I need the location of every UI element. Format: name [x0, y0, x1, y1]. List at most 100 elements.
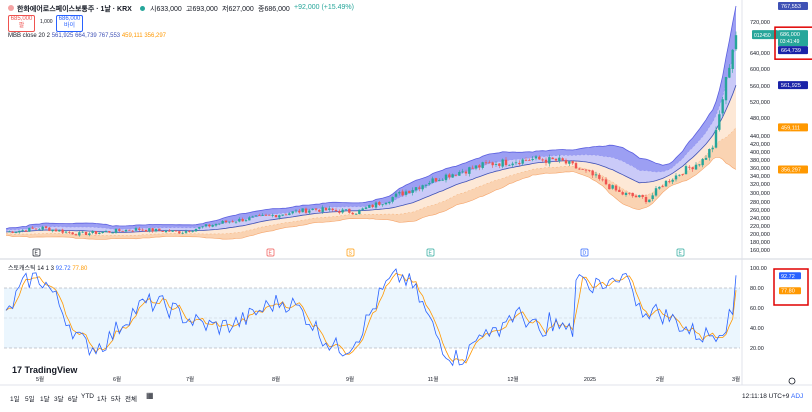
candle	[234, 221, 238, 223]
candle	[58, 230, 61, 232]
settings-gear-icon[interactable]	[788, 377, 796, 385]
candle	[264, 214, 268, 216]
candle	[421, 185, 424, 190]
candle	[488, 162, 491, 164]
range-5d[interactable]: 5일	[25, 396, 35, 403]
range-1m[interactable]: 1달	[40, 396, 50, 403]
candle	[518, 162, 521, 165]
stoch-legend-name: 스토캐스틱 14 1 3	[8, 266, 54, 272]
candle	[44, 226, 48, 228]
candles	[8, 31, 738, 237]
range-3m[interactable]: 3달	[54, 396, 64, 403]
price-tick-label: 280,000	[750, 200, 770, 206]
candle	[148, 228, 151, 232]
candle	[158, 228, 161, 231]
candle	[481, 162, 484, 168]
badge-664-bg	[778, 46, 808, 55]
badge-561-bg	[778, 81, 808, 90]
candle	[321, 207, 324, 212]
candle	[314, 208, 318, 210]
candle	[121, 230, 124, 232]
candle	[564, 160, 568, 164]
bb-legend-v5: 356,297	[144, 33, 167, 39]
range-all[interactable]: 전체	[125, 396, 137, 403]
bb-legend-v4: 459,111	[121, 33, 143, 39]
candle	[348, 208, 351, 213]
event-marker-label: S	[349, 251, 353, 257]
candle	[404, 191, 408, 195]
bb-legend-v1: 561,925	[51, 33, 74, 39]
buy-button[interactable]: 686,000 바이	[56, 15, 83, 32]
candle	[461, 171, 464, 173]
candle	[194, 228, 198, 232]
bb-legend[interactable]: MBB close 20 2 561,925 664,739 767,553 4…	[8, 33, 166, 39]
symbol-title[interactable]: 한화에어로스페이스보통주 · 1날 · KRX	[17, 6, 132, 13]
candle	[174, 230, 178, 232]
candle	[574, 163, 578, 169]
candle	[458, 171, 461, 176]
stoch-legend-d: 77.80	[72, 266, 88, 272]
badge-767: 767,553	[781, 4, 801, 10]
range-1d[interactable]: 1일	[10, 396, 20, 403]
ohlc-high: 고693,000	[186, 6, 218, 13]
candle	[358, 209, 361, 215]
candle	[61, 229, 64, 233]
stoch-tick-label: 60.00	[750, 306, 764, 312]
calendar-icon[interactable]: ▦	[146, 391, 154, 400]
candle	[238, 218, 241, 222]
stoch-tick-label: 20.00	[750, 346, 764, 352]
candle	[271, 215, 274, 216]
candle	[204, 224, 208, 227]
candle	[178, 231, 181, 234]
range-5y[interactable]: 5차	[111, 396, 121, 403]
candle	[11, 231, 14, 233]
candle	[644, 196, 648, 203]
candle	[171, 230, 174, 232]
candle	[24, 230, 28, 232]
candle	[608, 184, 611, 190]
price-tick-label: 160,000	[750, 248, 770, 254]
candle	[374, 202, 378, 208]
candle	[678, 174, 681, 176]
clock-time[interactable]: 12:11:18 UTC+9	[742, 393, 790, 400]
bb-legend-name: MBB close 20 2	[8, 33, 51, 39]
candle	[684, 166, 688, 175]
candle	[704, 157, 708, 160]
candle	[711, 147, 714, 150]
candle	[548, 157, 551, 164]
candle	[14, 231, 18, 233]
range-6m[interactable]: 6달	[68, 396, 78, 403]
sell-button[interactable]: 685,000 팔	[8, 15, 35, 32]
candle	[354, 213, 358, 215]
range-ytd[interactable]: YTD	[81, 393, 94, 400]
stoch-tick-label: 40.00	[750, 326, 764, 332]
candle	[71, 232, 74, 235]
candle	[601, 179, 604, 181]
candle	[631, 192, 634, 197]
badge-767-bg	[778, 2, 808, 10]
candle	[104, 231, 108, 232]
candle	[258, 215, 261, 216]
candle	[241, 219, 244, 222]
candle	[184, 231, 188, 233]
candle	[714, 129, 718, 148]
price-tick-label: 200,000	[750, 232, 770, 238]
candle	[454, 174, 458, 176]
event-marker-4	[580, 248, 589, 257]
time-tick-label: 7월	[186, 375, 194, 383]
bb-legend-v3: 767,553	[98, 33, 121, 39]
candle	[231, 221, 234, 223]
candle	[68, 231, 71, 233]
candle	[551, 157, 554, 160]
candle	[611, 185, 614, 189]
adj-toggle[interactable]: ADJ	[791, 393, 804, 400]
candle	[221, 220, 224, 224]
price-tick-label: 320,000	[750, 182, 770, 188]
candle	[408, 190, 411, 194]
stoch-legend[interactable]: 스토캐스틱 14 1 3 92.72 77.80	[8, 263, 87, 272]
candle	[384, 202, 388, 205]
event-marker-1	[266, 248, 275, 257]
candle	[261, 215, 264, 216]
range-1y[interactable]: 1차	[97, 396, 107, 403]
